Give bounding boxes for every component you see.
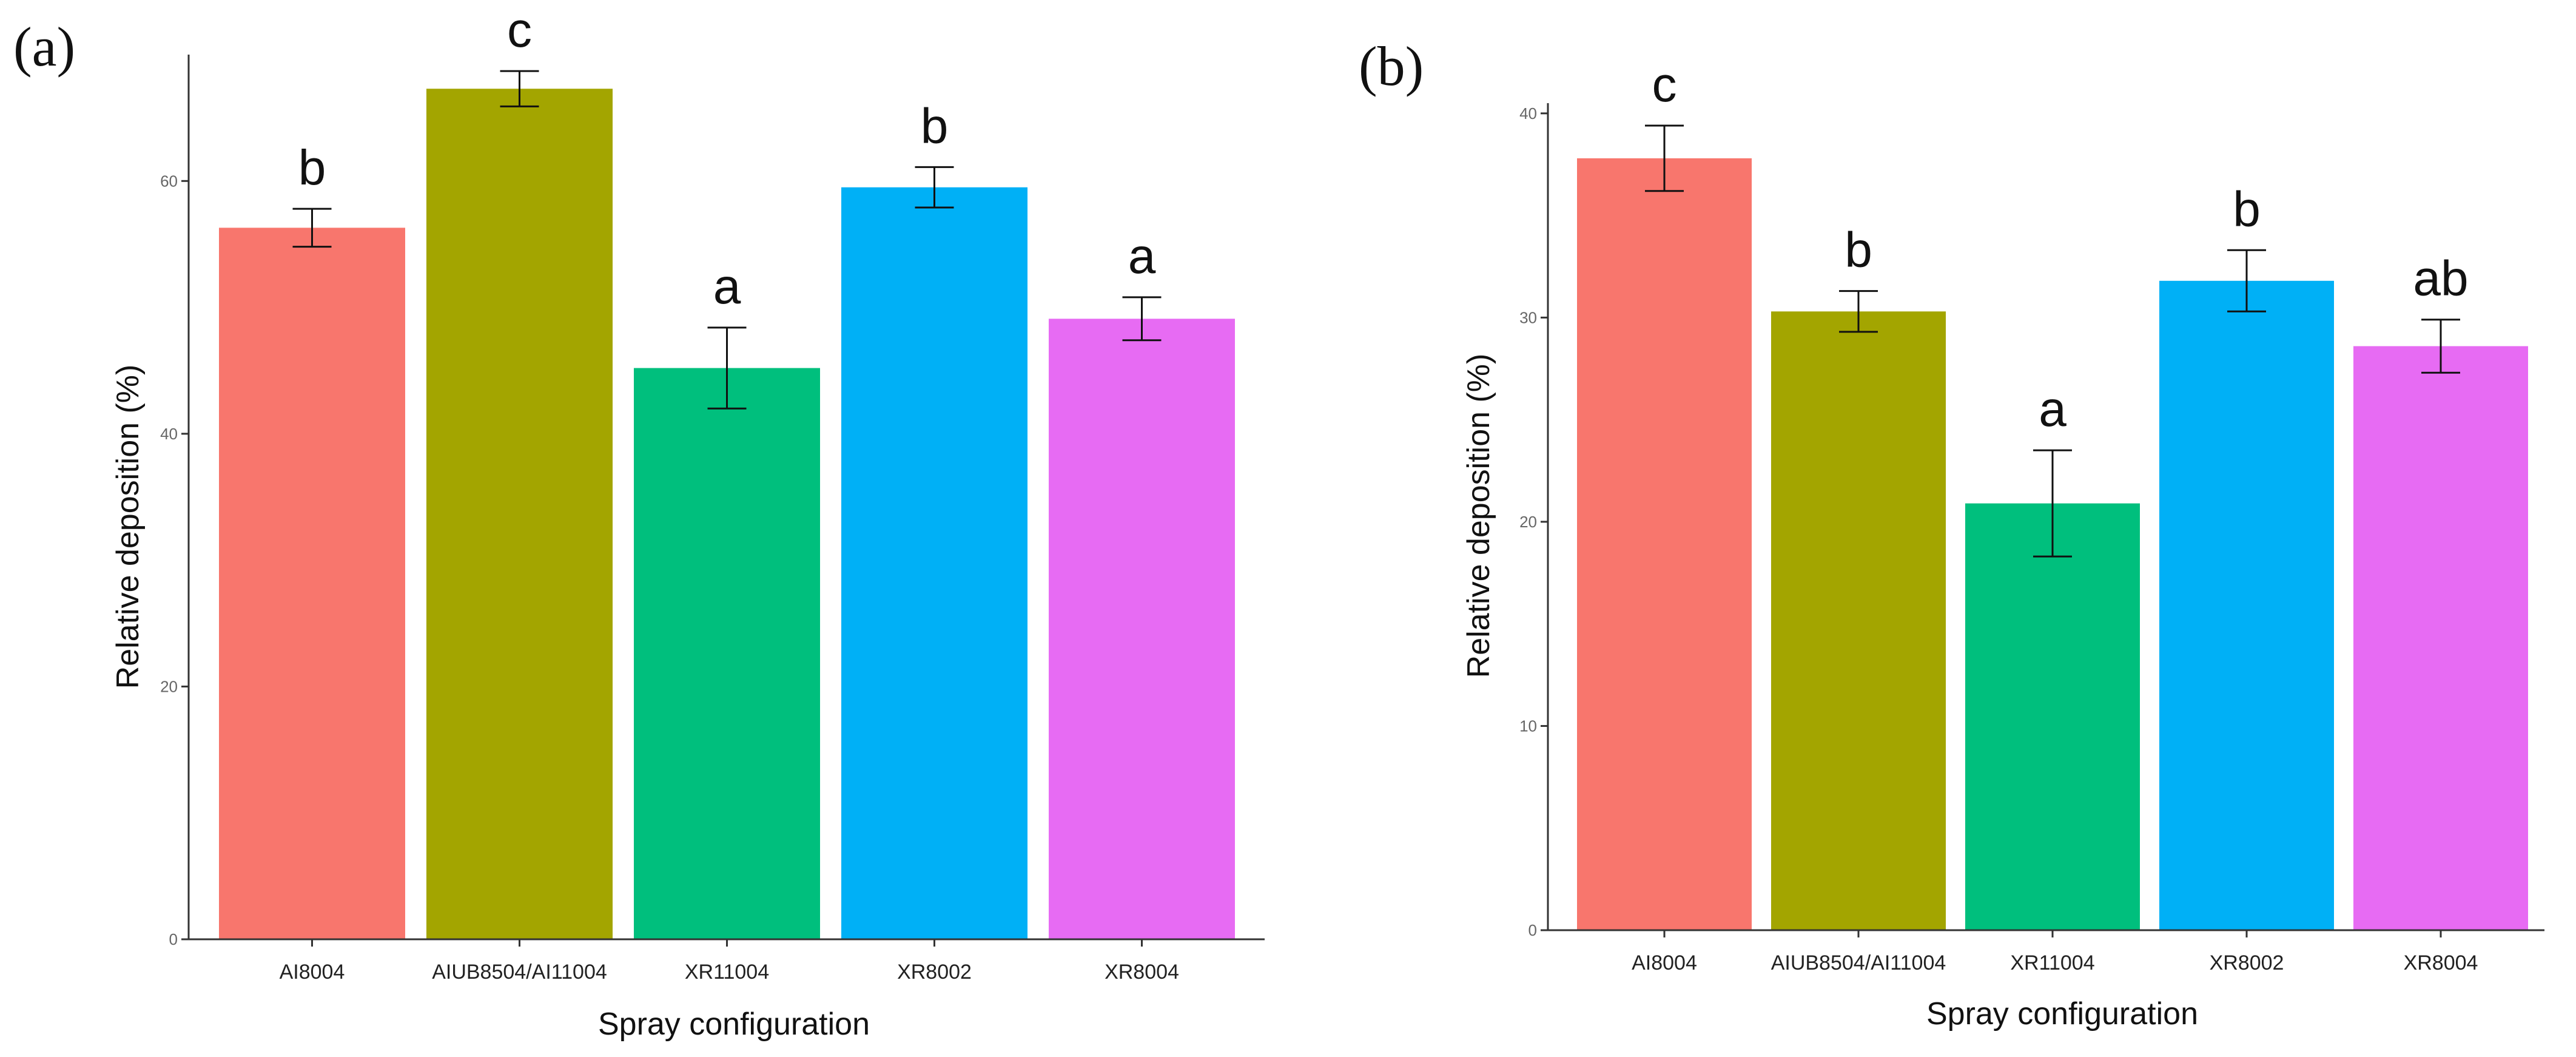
significance-label: b — [1845, 223, 1872, 278]
significance-label: b — [2233, 181, 2261, 237]
y-tick-label: 60 — [160, 172, 178, 190]
y-tick-label: 20 — [160, 677, 178, 695]
y-tick-label: 0 — [169, 930, 178, 948]
significance-label: a — [1128, 229, 1156, 284]
y-axis-title: Relative deposition (%) — [110, 365, 146, 689]
bar-xr11004 — [634, 368, 820, 939]
x-tick-label: AIUB8504/AI11004 — [1771, 951, 1946, 974]
x-tick-label: XR8004 — [1105, 961, 1179, 984]
bar-aiub8504-ai11004 — [1771, 311, 1946, 930]
y-tick-label: 40 — [1519, 104, 1537, 123]
panel-label: (b) — [1359, 35, 1424, 97]
x-tick-label: AI8004 — [280, 961, 345, 984]
y-tick-label: 0 — [1528, 921, 1537, 939]
x-tick-label: XR8002 — [897, 961, 972, 984]
y-tick-label: 40 — [160, 425, 178, 443]
x-tick-label: XR11004 — [2010, 951, 2094, 974]
bar-xr8002 — [2159, 280, 2334, 930]
x-axis-title: Spray configuration — [1926, 996, 2198, 1032]
bar-ai8004 — [1577, 158, 1752, 930]
bar-xr8002 — [841, 187, 1027, 940]
chart-marks: 0 20 40 60 b AI8004 c AIUB8504/AI11004 a XR11004 b… — [160, 2, 1235, 984]
y-tick-label: 20 — [1519, 513, 1537, 531]
bar-xr8004 — [2353, 346, 2528, 930]
panel-label: (a) — [13, 16, 75, 78]
chart-marks: 0 10 20 30 40 c AI8004 b AIUB8504/AI11004 a XR1100… — [1519, 57, 2528, 974]
significance-label: a — [713, 259, 741, 314]
x-tick-label: XR8002 — [2210, 951, 2284, 974]
y-axis-title: Relative deposition (%) — [1461, 354, 1496, 678]
significance-label: a — [2039, 382, 2067, 437]
chart-panel-a: (a) 0 20 40 60 b AI8004 c AIUB8504/AI11004 a XR11… — [13, 2, 1265, 1042]
x-tick-label: XR11004 — [685, 961, 769, 984]
significance-label: b — [298, 140, 326, 195]
significance-label: ab — [2413, 251, 2468, 306]
x-tick-label: XR8004 — [2404, 951, 2478, 974]
x-tick-label: AI8004 — [1632, 951, 1697, 974]
bar-xr11004 — [1965, 503, 2140, 930]
y-tick-label: 10 — [1519, 717, 1537, 735]
significance-label: c — [1652, 57, 1677, 112]
significance-label: b — [921, 98, 949, 154]
y-tick-label: 30 — [1519, 308, 1537, 326]
x-axis-title: Spray configuration — [598, 1007, 870, 1042]
bar-ai8004 — [219, 228, 405, 939]
bar-xr8004 — [1049, 319, 1235, 939]
bar-aiub8504-ai11004 — [426, 89, 613, 939]
x-tick-label: AIUB8504/AI11004 — [432, 961, 607, 984]
significance-label: c — [507, 2, 532, 58]
chart-panel-b: (b) 0 10 20 30 40 c AI8004 b AIUB8504/AI11004 a XR… — [1359, 35, 2544, 1032]
